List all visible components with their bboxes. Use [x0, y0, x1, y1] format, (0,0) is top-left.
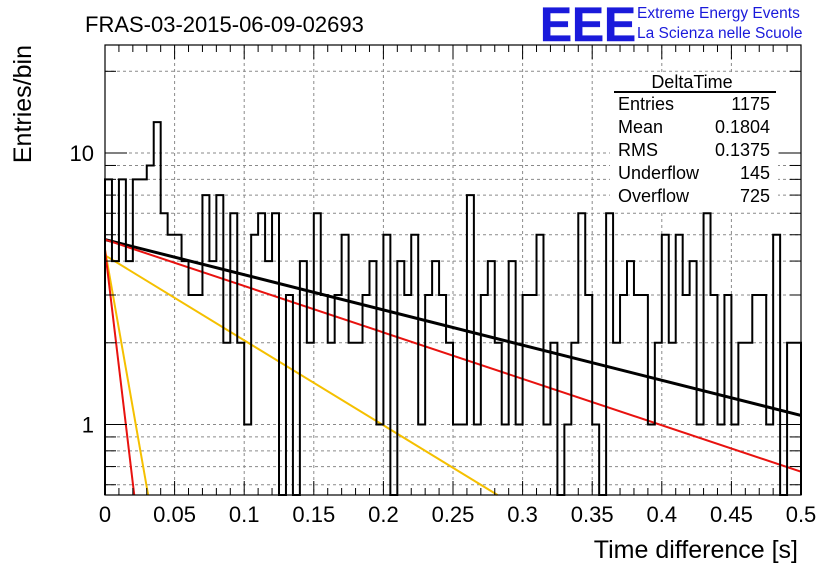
- fit-line-3: [104, 254, 499, 496]
- stats-label: RMS: [618, 140, 658, 160]
- x-tick-label: 0.45: [710, 502, 753, 527]
- stats-value: 0.1804: [715, 117, 770, 137]
- y-tick-label: 10: [70, 141, 94, 166]
- histogram-outline: [104, 121, 802, 496]
- stats-label: Overflow: [618, 186, 690, 206]
- x-tick-label: 0.2: [368, 502, 399, 527]
- logo-mark: EEE: [540, 0, 636, 52]
- logo-line-2: La Scienza nelle Scuole: [637, 25, 802, 42]
- fit-line-4: [104, 249, 150, 496]
- x-tick-label: 0.05: [153, 502, 196, 527]
- y-tick-label: 1: [82, 413, 94, 438]
- stats-value: 145: [740, 163, 770, 183]
- plot-frame: [104, 44, 802, 496]
- axis-ticks: [104, 45, 802, 495]
- eee-logo: EEE Extreme Energy Events La Scienza nel…: [540, 0, 803, 52]
- x-tick-label: 0.3: [507, 502, 538, 527]
- fit-line-5: [104, 249, 136, 496]
- x-tick-label: 0: [99, 502, 111, 527]
- logo-line-1: Extreme Energy Events: [637, 5, 800, 22]
- stats-value: 0.1375: [715, 140, 770, 160]
- stats-name: DeltaTime: [651, 72, 732, 92]
- stats-label: Mean: [618, 117, 663, 137]
- x-tick-label: 0.1: [229, 502, 260, 527]
- stats-box-background: [610, 72, 778, 212]
- stats-rows: Entries 1175 Mean 0.1804 RMS 0.1375 Underflow 1…: [618, 94, 770, 206]
- y-axis-title: Entries/bin: [9, 45, 37, 163]
- x-tick-label: 0.25: [432, 502, 475, 527]
- stats-label: Entries: [618, 94, 674, 114]
- chart-title: FRAS-03-2015-06-09-02693: [85, 12, 364, 37]
- stats-value: 1175: [731, 94, 770, 114]
- x-tick-label: 0.4: [647, 502, 678, 527]
- y-tick-labels: 1 10: [70, 141, 94, 437]
- x-tick-label: 0.15: [292, 502, 335, 527]
- x-tick-label: 0.35: [571, 502, 614, 527]
- histogram-bars: [104, 121, 802, 496]
- stats-value: 725: [740, 186, 770, 206]
- stats-box: DeltaTime Entries 1175 Mean 0.1804 RMS 0.1375…: [610, 72, 778, 212]
- x-tick-labels: 0 0.05 0.1 0.15 0.2 0.25 0.3 0.35 0.4 0.45 0.5: [99, 502, 816, 527]
- stats-label: Underflow: [618, 163, 700, 183]
- fit-line-1: [104, 238, 802, 417]
- x-tick-label: 0.5: [786, 502, 817, 527]
- x-axis-title: Time difference [s]: [594, 536, 798, 564]
